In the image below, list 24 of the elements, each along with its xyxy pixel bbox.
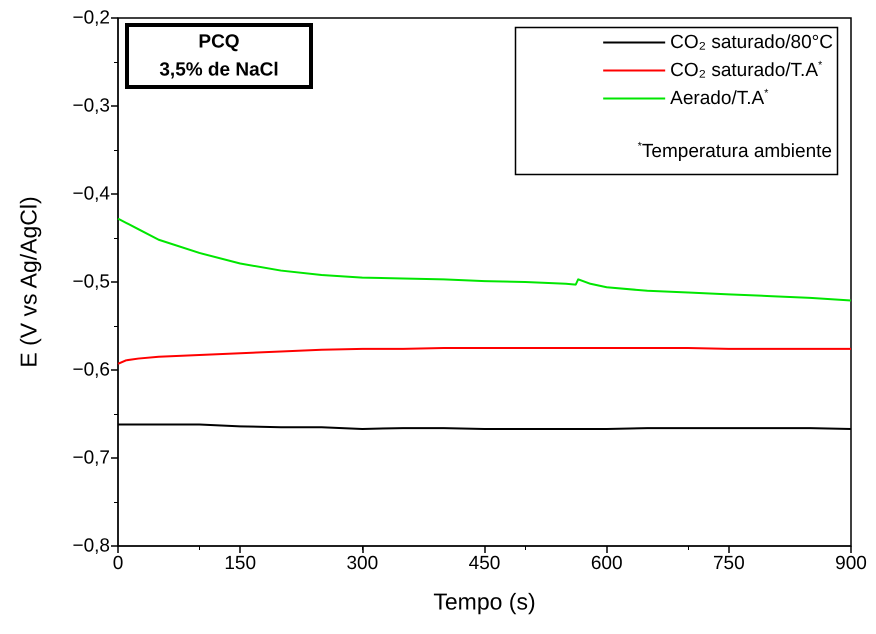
x-tick-label: 0 xyxy=(112,553,124,574)
annotation: PCQ xyxy=(198,32,240,52)
legend-label: CO₂ saturado/80°C xyxy=(670,32,833,53)
y-tick-label: −0,7 xyxy=(72,448,110,468)
y-tick-label: −0,6 xyxy=(72,360,110,380)
x-tick-label: 300 xyxy=(346,553,378,574)
annotation: *Temperatura ambiente xyxy=(638,140,832,162)
line-series xyxy=(117,347,852,365)
x-tick-label: 600 xyxy=(590,553,623,574)
y-tick-label: −0,3 xyxy=(72,96,110,116)
line-series xyxy=(117,218,852,302)
annotation: 3,5% de NaCl xyxy=(159,60,279,80)
legend-label: CO₂ saturado/T.A* xyxy=(670,60,823,81)
x-axis-title: Tempo (s) xyxy=(433,588,536,614)
y-axis-title: E (V vs Ag/AgCl) xyxy=(16,196,42,368)
legend-label: Aerado/T.A* xyxy=(670,88,770,109)
y-tick-label: −0,5 xyxy=(72,272,110,292)
x-tick-label: 450 xyxy=(468,553,500,574)
y-tick-label: −0,4 xyxy=(72,184,110,204)
y-tick-label: −0,8 xyxy=(72,536,110,556)
y-tick-label: −0,2 xyxy=(72,8,110,28)
x-tick-label: 150 xyxy=(224,553,256,574)
x-tick-label: 750 xyxy=(712,553,745,574)
x-tick-label: 900 xyxy=(835,553,867,574)
